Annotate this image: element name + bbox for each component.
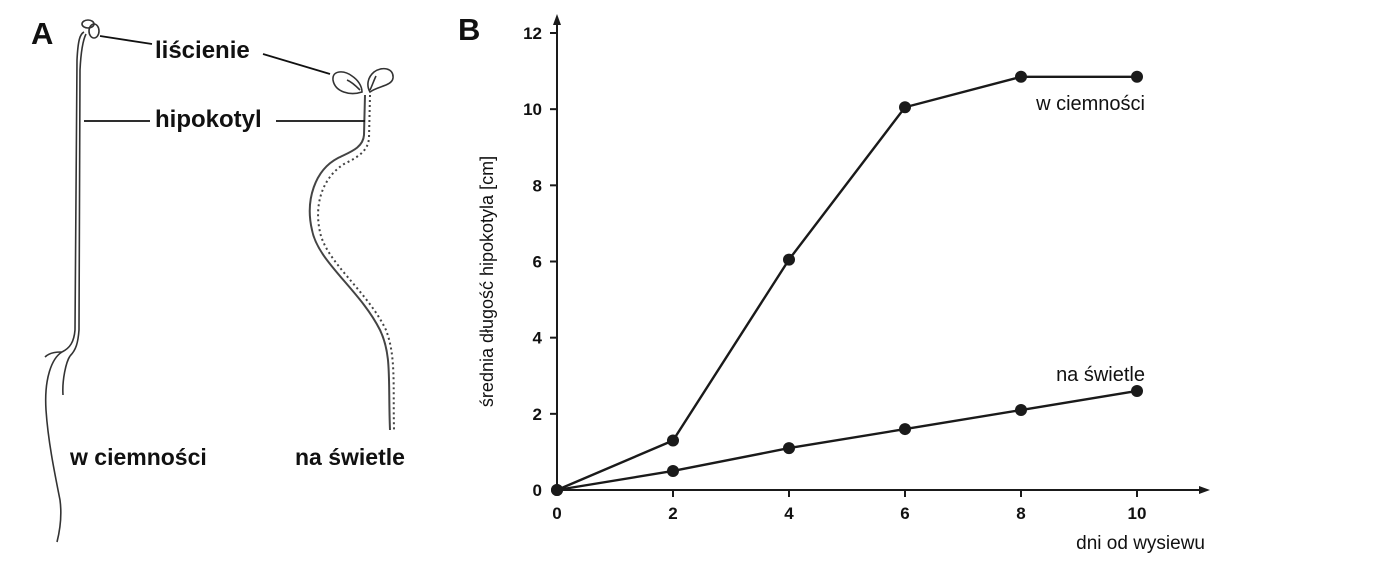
y-tick-label: 0 xyxy=(533,481,542,500)
leader-lines xyxy=(84,35,365,122)
y-tick-label: 12 xyxy=(523,24,542,43)
data-point xyxy=(1015,70,1027,83)
caption-light-seedling: na świetle xyxy=(295,444,405,470)
hypocotyl-length-chart: 0 2 4 6 8 10 0 2 4 6 8 10 12 w ciemności na świetle dn… xyxy=(477,14,1210,554)
x-axis-arrow xyxy=(1199,486,1210,494)
panel-label-a: A xyxy=(31,16,54,51)
dark-seedling-drawing xyxy=(44,31,87,543)
series-label-dark: w ciemności xyxy=(1035,93,1145,115)
y-axis-label: średnia długość hipokotyla [cm] xyxy=(477,156,497,407)
x-axis-label: dni od wysiewu xyxy=(1076,533,1205,554)
leader-line-cotyledons-dark xyxy=(99,35,153,45)
cotyledons-label: liścienie xyxy=(155,37,250,64)
leader-line-cotyledons-light xyxy=(262,53,331,75)
x-tick-label: 6 xyxy=(900,504,909,523)
y-tick-label: 6 xyxy=(533,253,542,272)
dark-seedling-root xyxy=(44,351,63,543)
data-point xyxy=(551,484,563,496)
y-tick-label: 10 xyxy=(523,100,542,119)
chart-ticks: 0 2 4 6 8 10 0 2 4 6 8 10 12 xyxy=(523,24,1146,523)
light-seedling-cotyledons xyxy=(332,67,394,95)
series-line-dark xyxy=(556,75,1137,492)
data-point xyxy=(783,253,795,266)
data-point xyxy=(667,464,679,477)
data-point xyxy=(667,434,679,447)
dark-seedling-cotyledons xyxy=(81,19,100,39)
light-seedling-hypocotyl xyxy=(308,94,391,431)
chart-labels: w ciemności na świetle dni od wysiewu średn… xyxy=(477,93,1205,554)
data-point xyxy=(899,101,911,114)
x-tick-label: 2 xyxy=(668,504,677,523)
light-seedling-drawing xyxy=(308,94,395,431)
chart-axes xyxy=(553,14,1210,494)
data-point xyxy=(899,423,911,436)
seedling-illustration xyxy=(44,19,395,543)
caption-dark-seedling: w ciemności xyxy=(70,444,207,470)
x-tick-label: 0 xyxy=(552,504,561,523)
data-point xyxy=(1131,70,1143,83)
y-tick-label: 8 xyxy=(533,176,542,195)
x-tick-label: 8 xyxy=(1016,504,1025,523)
y-tick-label: 2 xyxy=(533,405,542,424)
data-point xyxy=(783,442,795,455)
dark-seedling-hypocotyl xyxy=(61,31,85,353)
y-axis-arrow xyxy=(553,14,561,25)
data-point xyxy=(1015,404,1027,417)
chart-series xyxy=(551,70,1143,496)
series-label-light: na świetle xyxy=(1056,364,1145,386)
hypocotyl-label: hipokotyl xyxy=(155,106,262,133)
y-tick-label: 4 xyxy=(533,329,543,348)
series-line-light xyxy=(556,389,1138,492)
data-point xyxy=(1131,384,1143,397)
x-tick-label: 4 xyxy=(784,504,794,523)
x-tick-label: 10 xyxy=(1128,504,1147,523)
panel-label-b: B xyxy=(458,12,481,47)
